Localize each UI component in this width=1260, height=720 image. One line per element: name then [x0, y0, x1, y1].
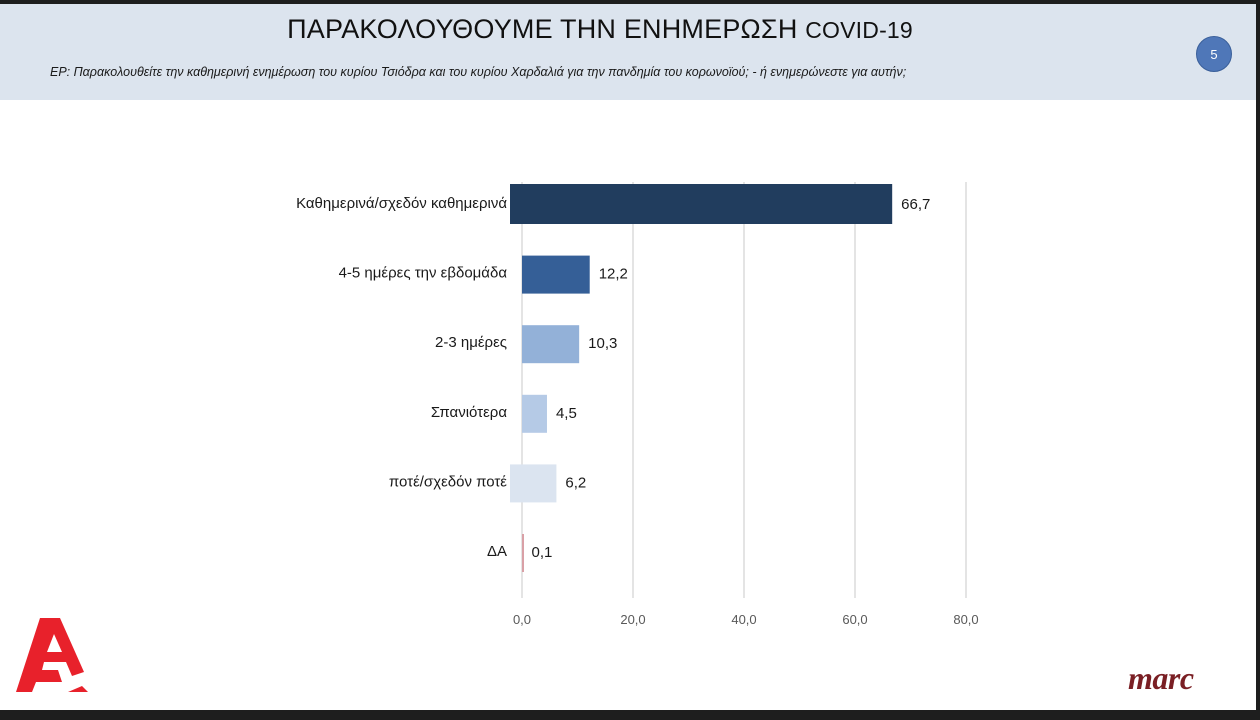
- category-label: Καθημερινά/σχεδόν καθημερινά: [296, 195, 507, 212]
- bar: [522, 534, 524, 572]
- category-label: 2-3 ημέρες: [435, 334, 507, 351]
- title-suffix: COVID-19: [805, 17, 913, 43]
- value-label: 10,3: [588, 335, 617, 352]
- category-label: ΔΑ: [487, 543, 507, 560]
- x-tick-label: 40,0: [731, 612, 756, 627]
- survey-question: ΕΡ: Παρακολουθείτε την καθημερινή ενημέρ…: [50, 65, 907, 79]
- value-label: 0,1: [532, 544, 553, 561]
- bar: [522, 325, 580, 364]
- value-label: 66,7: [901, 196, 930, 213]
- value-label: 12,2: [599, 266, 628, 283]
- x-tick-label: 0,0: [513, 612, 531, 627]
- x-tick-label: 20,0: [620, 612, 645, 627]
- x-tick-label: 80,0: [953, 612, 978, 627]
- marc-logo: marc: [1128, 660, 1194, 696]
- page-number-badge: 5: [1196, 36, 1232, 72]
- bar: [510, 464, 557, 503]
- category-label: ποτέ/σχεδόν ποτέ: [389, 473, 507, 490]
- alpha-logo-icon: [16, 618, 88, 692]
- bar: [510, 184, 893, 224]
- slide-title: ΠΑΡΑΚΟΛΟΥΘΟΥΜΕ ΤΗΝ ΕΝΗΜΕΡΩΣΗ COVID-19: [0, 14, 1200, 45]
- category-label: 4-5 ημέρες την εβδομάδα: [339, 265, 508, 282]
- right-border: [1256, 0, 1260, 720]
- alpha-channel-logo: [12, 612, 92, 699]
- bar: [522, 255, 590, 294]
- top-border: [0, 0, 1260, 4]
- value-label: 6,2: [565, 474, 586, 491]
- header-band: ΠΑΡΑΚΟΛΟΥΘΟΥΜΕ ΤΗΝ ΕΝΗΜΕΡΩΣΗ COVID-19 ΕΡ…: [0, 4, 1256, 100]
- value-label: 4,5: [556, 405, 577, 422]
- title-main: ΠΑΡΑΚΟΛΟΥΘΟΥΜΕ ΤΗΝ ΕΝΗΜΕΡΩΣΗ: [287, 14, 798, 44]
- x-tick-label: 60,0: [842, 612, 867, 627]
- bar: [522, 394, 547, 433]
- category-label: Σπανιότερα: [431, 404, 507, 421]
